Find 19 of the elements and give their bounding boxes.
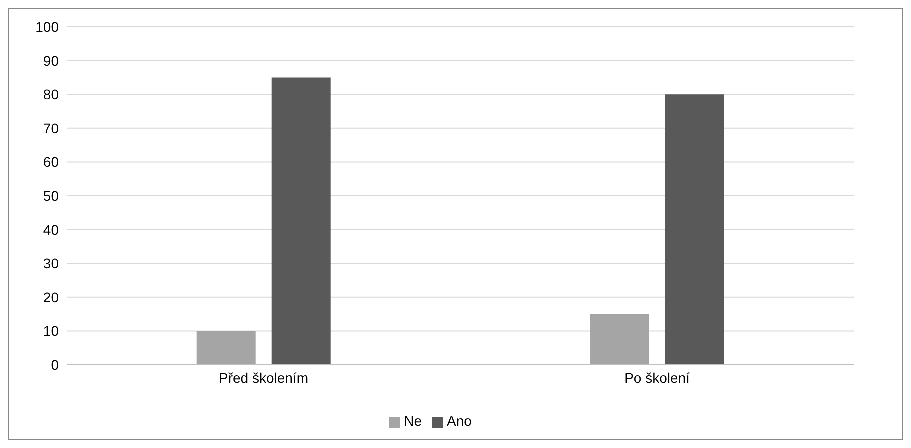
y-tick-label: 0 [51, 356, 60, 373]
y-tick-label: 10 [43, 323, 60, 340]
y-tick-label: 60 [43, 154, 60, 170]
x-tick-label: Před školením [219, 370, 308, 386]
bar [665, 94, 724, 365]
legend-label: Ano [446, 413, 472, 429]
y-tick-label: 40 [43, 222, 60, 238]
y-tick-label: 50 [43, 188, 60, 204]
bar [196, 331, 256, 365]
y-tick-label: 80 [43, 86, 60, 103]
y-tick-label: 30 [43, 256, 60, 272]
y-tick-label: 90 [43, 52, 60, 69]
y-tick-label: 100 [36, 18, 60, 35]
bar [272, 78, 331, 365]
bar [590, 314, 650, 365]
x-tick-label: Po školení [624, 370, 690, 386]
legend-label: Ne [404, 413, 422, 429]
y-tick-label: 20 [43, 289, 60, 306]
y-tick-label: 70 [43, 120, 60, 136]
